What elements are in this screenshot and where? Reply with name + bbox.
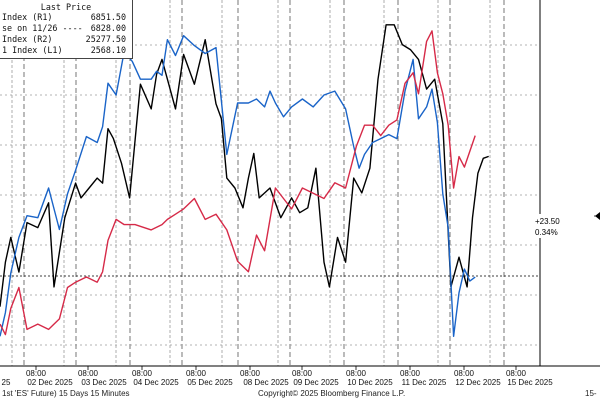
footer-copyright: Copyright© 2025 Bloomberg Finance L.P. (258, 389, 406, 398)
legend-name: Index (R2) (2, 34, 53, 44)
legend-value: 6851.50 (90, 12, 126, 22)
x-tick-label: 08:00 (506, 369, 527, 378)
legend-row: 1 Index (L1) 2568.10 (0, 45, 128, 56)
date-label: 03 Dec 2025 (81, 378, 127, 387)
x-axis: 08:00 08:00 08:00 08:00 08:00 08:00 08:00 08:00… (2, 366, 553, 387)
date-label: 09 Dec 2025 (293, 378, 339, 387)
date-label: 02 Dec 2025 (27, 378, 73, 387)
date-label: 05 Dec 2025 (187, 378, 233, 387)
annotation-change: +23.50 (535, 217, 560, 226)
annotation-change-pct: 0.34% (535, 228, 558, 237)
footer-source: 1st 'ES' Future) 15 Days 15 Minutes (2, 389, 130, 398)
date-label: 10 Dec 2025 (347, 378, 393, 387)
date-label: 15 Dec 2025 (507, 378, 553, 387)
series-line (0, 30, 476, 336)
legend-value: 6828.00 (90, 23, 126, 33)
x-tick-label: 08:00 (400, 369, 421, 378)
series-line (0, 24, 489, 307)
x-tick-label: 08:00 (240, 369, 261, 378)
legend-header: Last Price (40, 2, 92, 12)
price-annotation: +23.50 0.34% (532, 212, 600, 238)
legend-value: 2568.10 (90, 45, 126, 55)
series-lines (0, 24, 489, 337)
annotation-box (532, 214, 594, 238)
x-tick-label: 08:00 (132, 369, 153, 378)
legend-name: 1 Index (L1) (2, 45, 63, 55)
legend-value: 25277.50 (85, 34, 126, 44)
x-tick-label: 08:00 (26, 369, 47, 378)
date-label: 04 Dec 2025 (133, 378, 179, 387)
legend-box: Last Price Index (R1) 6851.50 se on 11/2… (0, 0, 133, 59)
footer-date: 15- (585, 389, 597, 398)
legend-name: Index (R1) (2, 12, 53, 22)
x-tick-label: 08:00 (454, 369, 475, 378)
legend-name: se on 11/26 ---- (2, 23, 83, 33)
x-tick-label: 08:00 (78, 369, 99, 378)
x-tick-label: 08:00 (292, 369, 313, 378)
legend-row: Index (R1) 6851.50 (0, 12, 128, 23)
date-label: 12 Dec 2025 (455, 378, 501, 387)
date-label: 11 Dec 2025 (402, 378, 447, 387)
legend-row: Index (R2) 25277.50 (0, 34, 128, 45)
x-tick-label: 08:00 (346, 369, 367, 378)
x-tick-label: 08:00 (186, 369, 207, 378)
legend-row: se on 11/26 ---- 6828.00 (0, 23, 128, 34)
series-line (0, 35, 476, 337)
chart-grid (0, 0, 600, 367)
footer-bar: 1st 'ES' Future) 15 Days 15 Minutes Copy… (0, 388, 600, 400)
price-marker-icon (595, 212, 600, 220)
date-label: 08 Dec 2025 (243, 378, 289, 387)
date-label: 25 (2, 378, 11, 387)
